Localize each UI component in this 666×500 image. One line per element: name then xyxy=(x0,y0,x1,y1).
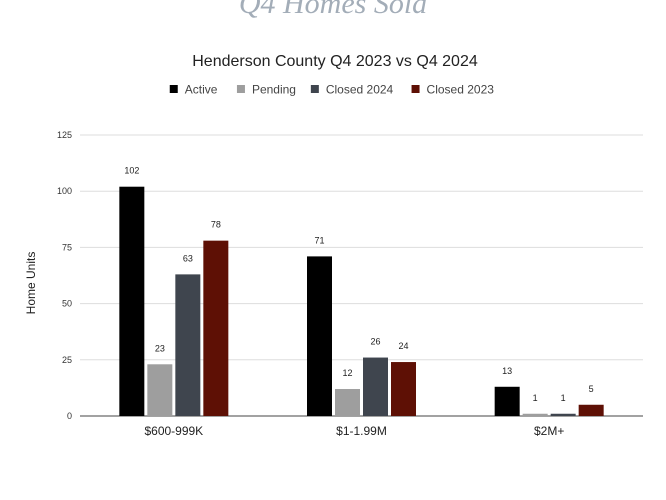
x-axis-categories: $600-999K $1-1.99M $2M+ xyxy=(144,424,564,438)
data-label: 1 xyxy=(561,393,566,403)
y-tick-label: 50 xyxy=(62,299,72,309)
page-title: Q4 Homes Sold xyxy=(238,0,428,20)
bar xyxy=(119,186,145,416)
bar xyxy=(550,413,576,416)
legend-label: Closed 2023 xyxy=(427,83,495,97)
y-tick-label: 25 xyxy=(62,355,72,365)
x-category-label: $1-1.99M xyxy=(336,424,387,438)
legend-label: Closed 2024 xyxy=(326,83,394,97)
bar xyxy=(363,357,388,416)
y-tick-label: 125 xyxy=(57,130,72,140)
y-tick-label: 0 xyxy=(67,411,72,421)
data-label: 102 xyxy=(124,166,139,176)
x-category-label: $600-999K xyxy=(144,424,203,438)
data-label: 1 xyxy=(533,393,538,403)
bar xyxy=(522,413,548,416)
data-label: 24 xyxy=(398,341,408,351)
bar xyxy=(391,362,416,416)
data-labels: 102 23 63 78 71 12 26 24 13 1 1 5 xyxy=(124,166,593,403)
data-label: 23 xyxy=(155,343,165,353)
data-label: 26 xyxy=(370,337,380,347)
data-label: 13 xyxy=(502,366,512,376)
legend-swatch xyxy=(236,85,245,93)
legend-label: Pending xyxy=(252,83,296,97)
chart-title: Henderson County Q4 2023 vs Q4 2024 xyxy=(192,53,478,70)
bar xyxy=(203,240,229,416)
legend-swatch xyxy=(310,85,319,93)
data-label: 12 xyxy=(342,368,352,378)
bar xyxy=(307,256,332,416)
legend-swatch xyxy=(169,85,178,93)
y-axis-ticks: 0 25 50 75 100 125 xyxy=(57,130,72,421)
bars xyxy=(119,186,604,416)
data-label: 78 xyxy=(211,220,221,230)
data-label: 5 xyxy=(589,384,594,394)
bar xyxy=(494,386,520,416)
legend: Active Pending Closed 2024 Closed 2023 xyxy=(169,83,495,97)
bar xyxy=(147,364,173,416)
y-axis-label: Home Units xyxy=(24,252,38,315)
data-label: 71 xyxy=(314,235,324,245)
bar xyxy=(175,274,201,416)
legend-swatch xyxy=(411,85,420,93)
x-category-label: $2M+ xyxy=(534,424,564,438)
y-tick-label: 75 xyxy=(62,242,72,252)
legend-label: Active xyxy=(185,83,218,97)
y-tick-label: 100 xyxy=(57,186,72,196)
data-label: 63 xyxy=(183,253,193,263)
bar xyxy=(335,389,360,416)
bar xyxy=(578,404,604,416)
gridlines xyxy=(80,134,643,417)
